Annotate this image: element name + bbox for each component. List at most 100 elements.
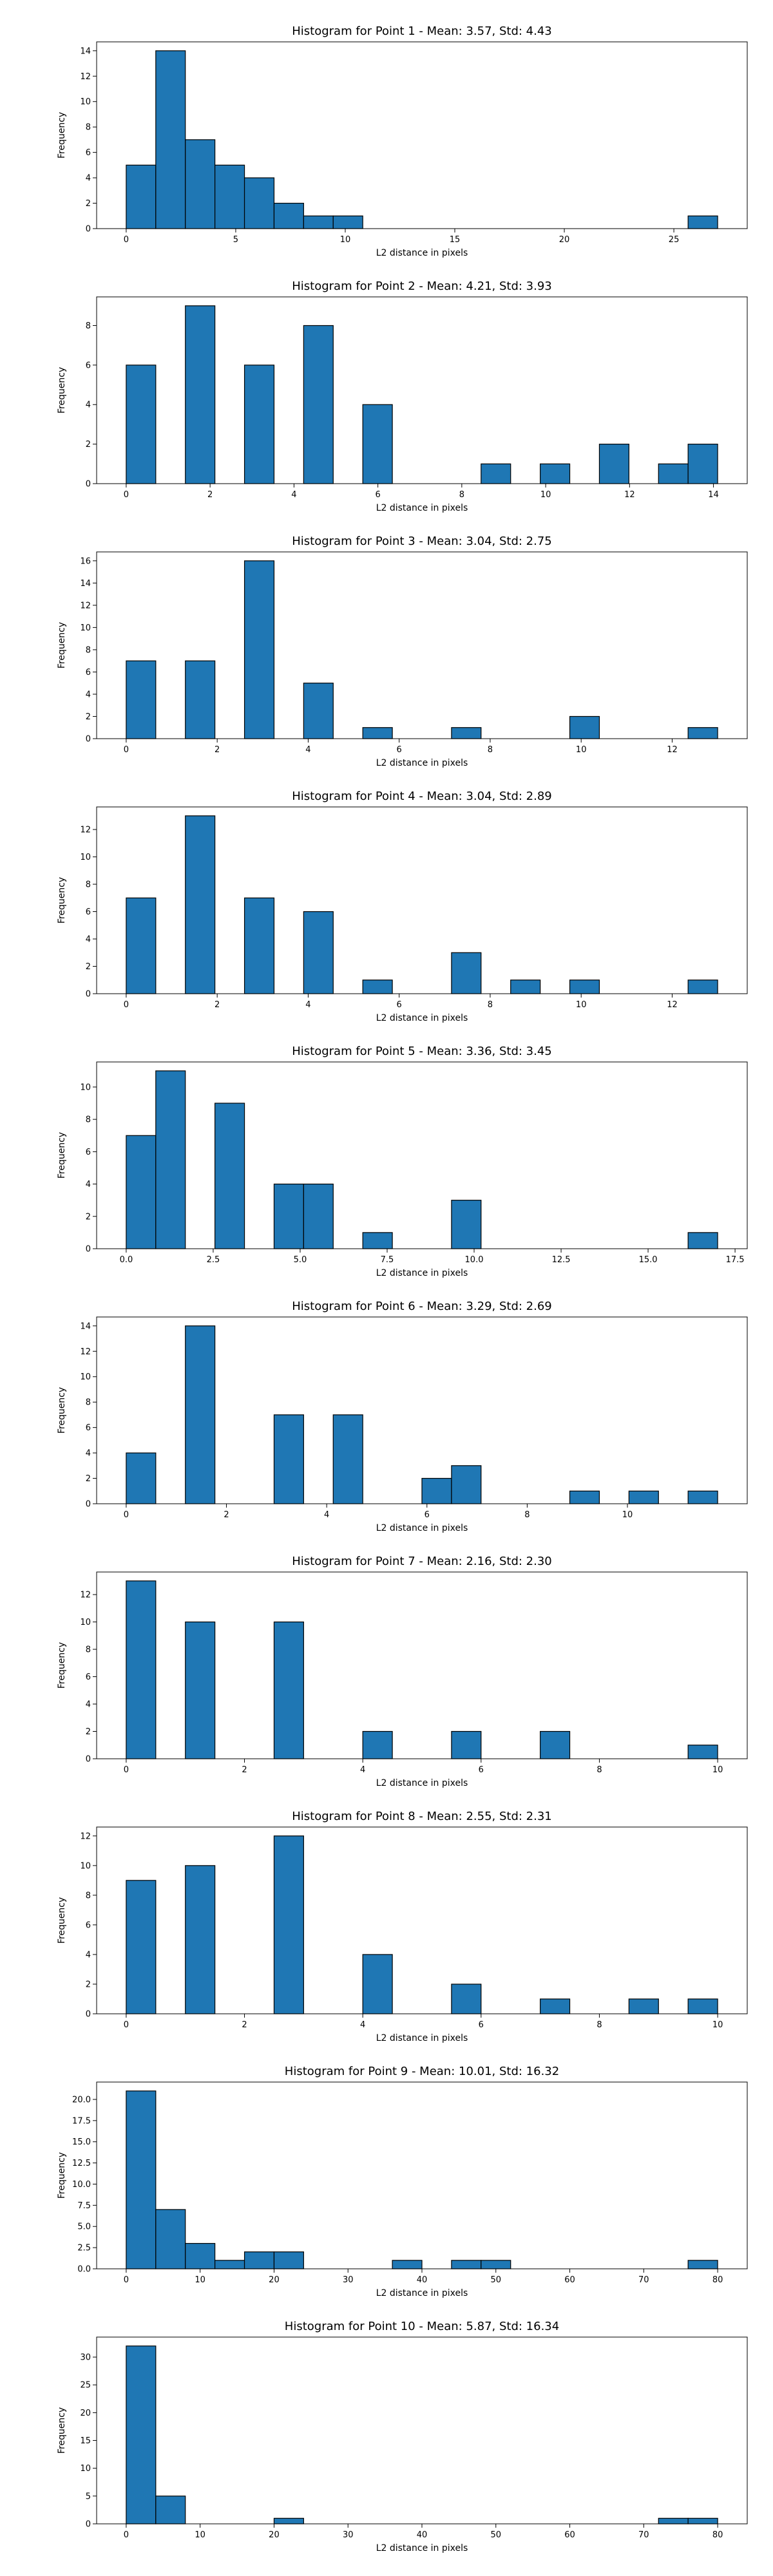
y-tick-label: 0 [86,1755,91,1765]
histogram-bar [362,1954,393,2014]
y-tick-label: 6 [86,1672,91,1682]
x-axis-label: L2 distance in pixels [376,248,468,258]
histogram-bar [126,660,157,739]
x-tick-label: 0 [124,2275,129,2285]
chart-10: Histogram for Point 10 - Mean: 5.87, Std… [57,2320,748,2553]
x-tick-label: 4 [360,1765,365,1775]
histogram-bar [658,463,689,484]
y-tick-label: 2 [86,1212,91,1222]
chart-1: Histogram for Point 1 - Mean: 3.57, Std:… [57,24,748,258]
histogram-bar [598,444,629,484]
x-tick-label: 10 [540,490,551,500]
axes-frame [96,806,748,994]
y-tick-label: 10 [80,2464,91,2474]
x-axis-label: L2 distance in pixels [376,1778,468,1788]
histogram-bar [362,1232,393,1249]
y-tick-label: 14 [80,579,91,589]
histogram-bar [273,202,304,229]
x-tick-label: 0 [124,2530,129,2540]
x-tick-label: 4 [360,2020,365,2030]
histogram-bar [421,1477,452,1504]
x-axis-label: L2 distance in pixels [376,758,468,768]
x-tick-label: 12 [667,1000,678,1010]
histogram-bar [332,215,363,229]
y-tick-label: 7.5 [77,2201,91,2211]
y-tick-label: 2 [86,962,91,972]
y-tick-label: 0 [86,1245,91,1255]
histogram-bar [569,715,600,739]
chart-title: Histogram for Point 4 - Mean: 3.04, Std:… [292,790,552,803]
x-tick-label: 10.0 [465,1255,484,1265]
chart-title: Histogram for Point 3 - Mean: 3.04, Std:… [292,535,552,548]
histogram-bar [687,215,718,229]
y-tick-label: 4 [86,1950,91,1960]
y-tick-label: 10 [80,623,91,633]
chart-6: Histogram for Point 6 - Mean: 3.29, Std:… [57,1300,748,1533]
y-tick-label: 8 [86,880,91,890]
x-tick-label: 15 [450,235,461,245]
x-tick-label: 8 [488,745,493,755]
x-tick-label: 70 [638,2275,649,2285]
histogram-bar [126,164,157,229]
histogram-bar [126,1135,157,1249]
x-tick-label: 5.0 [294,1255,307,1265]
axes-frame [96,41,748,229]
y-tick-label: 25 [80,2381,91,2391]
histogram-bar [628,1490,659,1504]
histogram-bar [185,1325,216,1504]
histogram-bar [687,1998,718,2014]
x-tick-label: 8 [596,1765,602,1775]
y-tick-label: 6 [86,361,91,370]
y-tick-label: 4 [86,401,91,410]
histogram-bar [303,911,334,994]
histogram-bar [451,727,482,739]
x-tick-label: 0 [124,745,129,755]
x-axis-label: L2 distance in pixels [376,2033,468,2043]
histogram-bar [243,2251,275,2269]
y-tick-label: 2 [86,1980,91,1989]
histogram-bar [243,897,275,994]
x-tick-label: 10 [576,745,587,755]
histogram-bar [540,1730,571,1759]
histogram-bar [628,1998,659,2014]
y-tick-label: 0.0 [77,2265,91,2275]
x-tick-label: 2 [242,2020,247,2030]
y-tick-label: 16 [80,556,91,566]
x-tick-label: 8 [524,1510,530,1520]
x-tick-label: 15.0 [639,1255,658,1265]
histogram-bar [126,897,157,994]
y-tick-label: 0 [86,2520,91,2530]
x-tick-label: 8 [596,2020,602,2030]
histogram-bar [687,1232,718,1249]
axes-frame [96,1826,748,2014]
y-tick-label: 8 [86,123,91,133]
y-axis-label: Frequency [57,1132,67,1179]
y-tick-label: 12 [80,1347,91,1357]
y-axis-label: Frequency [57,877,67,923]
y-tick-label: 6 [86,907,91,917]
x-tick-label: 40 [417,2275,428,2285]
histogram-bar [273,1183,304,1249]
y-tick-label: 8 [86,1645,91,1655]
histogram-bar [451,1200,482,1249]
x-axis-label: L2 distance in pixels [376,2288,468,2298]
histogram-bar [215,1103,245,1249]
histogram-bar [362,404,393,484]
histogram-bar [687,1745,718,1759]
y-tick-label: 5 [86,2492,91,2501]
y-tick-label: 10 [80,1372,91,1382]
x-tick-label: 10 [712,1765,723,1775]
x-tick-label: 0 [124,1000,129,1010]
chart-title: Histogram for Point 1 - Mean: 3.57, Std:… [292,24,552,38]
histogram-bar [155,2496,186,2524]
y-axis-label: Frequency [57,112,67,158]
x-tick-label: 40 [417,2530,428,2540]
y-tick-label: 0 [86,480,91,489]
histogram-bar [185,660,216,739]
histogram-bar [687,2517,718,2524]
histogram-bar [243,365,275,484]
y-axis-label: Frequency [57,1897,67,1944]
x-tick-label: 8 [488,1000,493,1010]
x-tick-label: 6 [375,490,380,500]
